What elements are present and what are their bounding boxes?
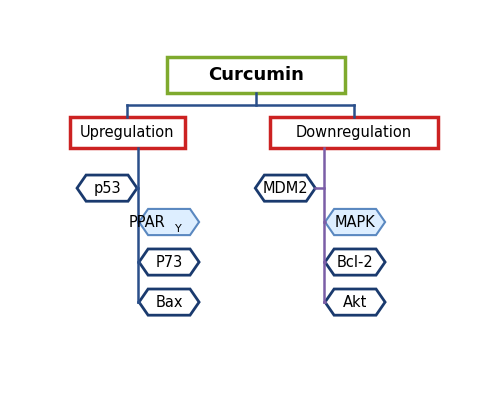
Polygon shape [256, 175, 316, 201]
Text: PPAR: PPAR [128, 214, 165, 230]
Text: Downregulation: Downregulation [296, 125, 412, 140]
Text: Bax: Bax [156, 294, 183, 310]
Text: Y: Y [176, 224, 182, 234]
Text: Akt: Akt [343, 294, 367, 310]
Text: MAPK: MAPK [334, 214, 376, 230]
Polygon shape [325, 289, 385, 315]
Text: P73: P73 [156, 254, 182, 270]
FancyBboxPatch shape [270, 117, 438, 148]
FancyBboxPatch shape [70, 117, 184, 148]
Text: Curcumin: Curcumin [208, 66, 304, 84]
Polygon shape [139, 249, 199, 275]
Text: MDM2: MDM2 [262, 181, 308, 196]
Polygon shape [139, 289, 199, 315]
Polygon shape [325, 209, 385, 235]
Polygon shape [325, 249, 385, 275]
Text: Bcl-2: Bcl-2 [336, 254, 374, 270]
Text: p53: p53 [93, 181, 121, 196]
Polygon shape [77, 175, 137, 201]
Polygon shape [139, 209, 199, 235]
Text: Upregulation: Upregulation [80, 125, 174, 140]
FancyBboxPatch shape [167, 57, 346, 93]
